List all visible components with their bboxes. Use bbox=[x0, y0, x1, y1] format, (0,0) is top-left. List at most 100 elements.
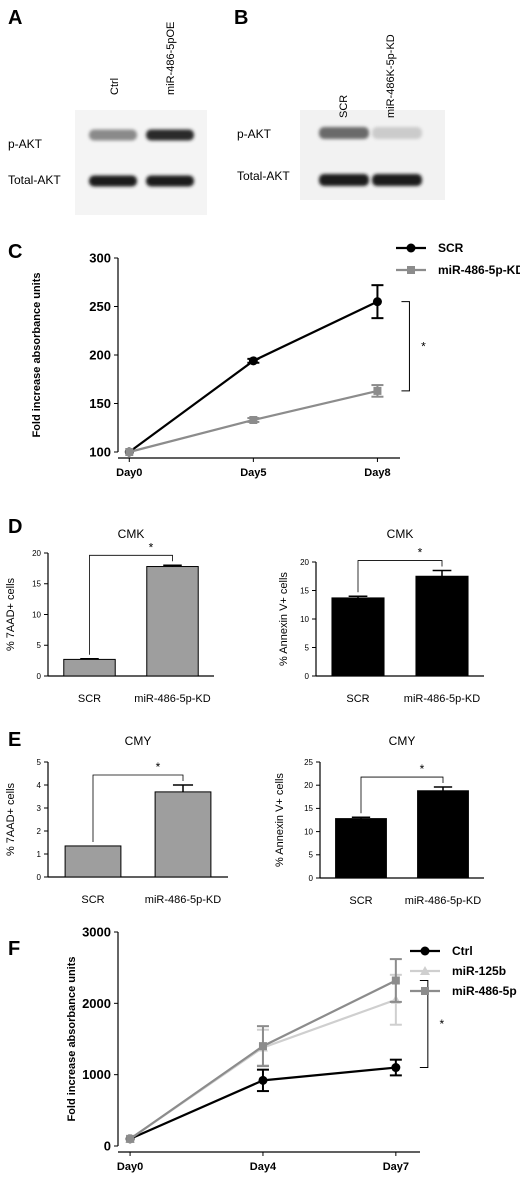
blot-a-lane-label-2: miR-486-5pOE bbox=[165, 22, 177, 95]
blot-a-band-r1-l2 bbox=[146, 129, 194, 141]
chart-d1-y-tick-label: 15 bbox=[32, 580, 41, 589]
chart-e1-x-tick-label: miR-486-5p-KD bbox=[145, 894, 221, 906]
chart-e1-y-tick-label: 0 bbox=[37, 873, 42, 882]
chart-e2-significance-bracket bbox=[360, 776, 444, 814]
chart-e2-y-tick-label: 25 bbox=[304, 758, 313, 767]
chart-c-point bbox=[125, 448, 134, 456]
chart-d2-y-tick-label: 10 bbox=[300, 615, 309, 624]
chart-d2-x-tick-label: SCR bbox=[346, 693, 369, 705]
chart-c-x-tick-label: Day8 bbox=[364, 467, 390, 479]
blot-b-lane-label-1: SCR bbox=[338, 95, 350, 118]
blot-b-membrane bbox=[300, 110, 445, 200]
chart-d1-bar bbox=[146, 566, 199, 677]
chart-f-legend-marker bbox=[420, 946, 430, 956]
chart-c-x-tick-label: Day5 bbox=[240, 467, 266, 479]
chart-d2-title: CMK bbox=[387, 527, 414, 541]
chart-c-y-tick-label: 250 bbox=[89, 299, 111, 314]
chart-c-legend-label: miR-486-5p-KD bbox=[438, 263, 520, 277]
chart-c-x-tick-label: Day0 bbox=[116, 467, 142, 479]
blot-panel-b: B SCR miR-486K-5p-KD p-AKT Total-AKT bbox=[234, 7, 445, 200]
blot-b-band-r2-l1 bbox=[319, 174, 369, 186]
chart-c-legend-label: SCR bbox=[438, 241, 464, 255]
chart-c-y-axis-label: Fold increase absorbance units bbox=[31, 272, 43, 437]
chart-e1-y-tick-label: 2 bbox=[37, 827, 42, 836]
blot-a-band-r2-l2 bbox=[146, 175, 194, 187]
chart-e2: 0 5 10 15 20 25 % Annexin V+ cells CMY SCR miR-48… bbox=[274, 734, 484, 907]
chart-d2-y-tick-label: 20 bbox=[300, 558, 309, 567]
blot-b-lane-label-2: miR-486K-5p-KD bbox=[385, 34, 397, 118]
chart-e1-x-tick-label: SCR bbox=[81, 894, 104, 906]
chart-f-point bbox=[258, 1042, 267, 1051]
chart-f-point bbox=[391, 976, 400, 985]
chart-d2-significance-bracket bbox=[357, 560, 443, 593]
chart-f-panel-letter: F bbox=[8, 938, 20, 960]
chart-e1-bar bbox=[64, 845, 122, 878]
chart-c-y-tick-label: 300 bbox=[89, 251, 111, 266]
panel-letter-a: A bbox=[8, 7, 22, 29]
chart-e2-y-tick-label: 10 bbox=[304, 827, 313, 836]
chart-e1-y-tick-label: 5 bbox=[37, 758, 42, 767]
chart-d1-y-tick-label: 0 bbox=[37, 672, 42, 681]
chart-c-y-tick-label: 200 bbox=[89, 348, 111, 363]
chart-c-legend-marker bbox=[406, 243, 416, 253]
chart-d1-y-tick-label: 10 bbox=[32, 610, 41, 619]
chart-f-point bbox=[126, 1134, 135, 1143]
chart-f-legend-label: Ctrl bbox=[452, 944, 473, 958]
chart-d2-significance-star: * bbox=[418, 546, 423, 560]
chart-d2-y-tick-label: 5 bbox=[305, 643, 310, 652]
chart-f-x-tick-label: Day7 bbox=[383, 1161, 409, 1173]
chart-e1-y-tick-label: 3 bbox=[37, 804, 42, 813]
chart-d1-significance-bracket bbox=[89, 554, 173, 655]
blot-a-row-label-2: Total-AKT bbox=[8, 173, 61, 187]
chart-f: 0 1000 2000 3000 Fold increase absorbance un… bbox=[8, 925, 517, 1173]
chart-f-significance-bracket bbox=[419, 980, 429, 1069]
chart-c-legend-marker bbox=[407, 266, 415, 274]
blot-a-lane-label-1: Ctrl bbox=[109, 78, 121, 95]
chart-d1-y-tick-label: 20 bbox=[32, 549, 41, 558]
chart-f-legend-label: miR-125b bbox=[452, 964, 506, 978]
chart-e2-y-tick-label: 5 bbox=[309, 851, 314, 860]
chart-d2-y-tick-label: 15 bbox=[300, 586, 309, 595]
chart-e2-y-tick-label: 15 bbox=[304, 804, 313, 813]
chart-e1-y-axis-label: % 7AAD+ cells bbox=[5, 782, 17, 856]
blot-b-band-r1-l2 bbox=[372, 127, 422, 139]
chart-c-series-line-1 bbox=[128, 300, 378, 453]
chart-e1-panel-letter: E bbox=[8, 729, 21, 751]
chart-e2-bar bbox=[417, 790, 469, 879]
chart-f-x-tick-label: Day4 bbox=[250, 1161, 277, 1173]
chart-e2-x-tick-label: SCR bbox=[349, 895, 372, 907]
chart-d2-x-tick-label: miR-486-5p-KD bbox=[404, 693, 480, 705]
chart-c-significance-bracket bbox=[401, 301, 410, 392]
chart-c-point bbox=[373, 386, 382, 395]
chart-d1-y-axis-label: % 7AAD+ cells bbox=[5, 577, 17, 651]
chart-f-legend-marker bbox=[420, 966, 430, 975]
chart-f-y-tick-label: 1000 bbox=[82, 1067, 111, 1082]
chart-d1-title: CMK bbox=[118, 527, 145, 541]
blot-panel-a: A Ctrl miR-486-5pOE p-AKT Total-AKT bbox=[8, 7, 207, 215]
blot-a-band-r1-l1 bbox=[89, 129, 137, 141]
chart-c: 100 150 200 250 300 Fold increase absorbance … bbox=[8, 241, 520, 479]
chart-d2-bar bbox=[331, 597, 385, 677]
chart-f-point bbox=[391, 1063, 401, 1073]
chart-e1-significance-star: * bbox=[156, 760, 161, 774]
chart-c-panel-letter: C bbox=[8, 241, 22, 263]
blot-a-membrane bbox=[75, 110, 207, 215]
chart-d1-bar bbox=[63, 658, 116, 677]
chart-f-y-tick-label: 3000 bbox=[82, 925, 111, 940]
chart-d2-y-axis-label: % Annexin V+ cells bbox=[278, 572, 290, 666]
blot-b-row-label-1: p-AKT bbox=[237, 127, 272, 141]
chart-e1-y-tick-label: 4 bbox=[37, 781, 42, 790]
chart-e2-significance-star: * bbox=[420, 762, 425, 776]
chart-e1-significance-bracket bbox=[92, 774, 184, 842]
chart-c-significance-star: * bbox=[421, 339, 426, 353]
blot-b-band-r2-l2 bbox=[372, 174, 422, 186]
chart-f-significance-star: * bbox=[440, 1017, 445, 1031]
chart-e1: 0 1 2 3 4 5 % 7AAD+ cells E CMY SCR miR-486-5p-KD * bbox=[5, 729, 228, 906]
chart-d1-significance-star: * bbox=[149, 540, 154, 554]
chart-e2-y-tick-label: 0 bbox=[309, 874, 314, 883]
chart-f-y-tick-label: 0 bbox=[104, 1139, 111, 1154]
chart-f-legend-marker bbox=[421, 987, 429, 995]
chart-d1: 0 5 10 15 20 % 7AAD+ cells D CMK SCR miR-486-5p-K… bbox=[5, 516, 214, 705]
chart-e1-title: CMY bbox=[125, 734, 152, 748]
